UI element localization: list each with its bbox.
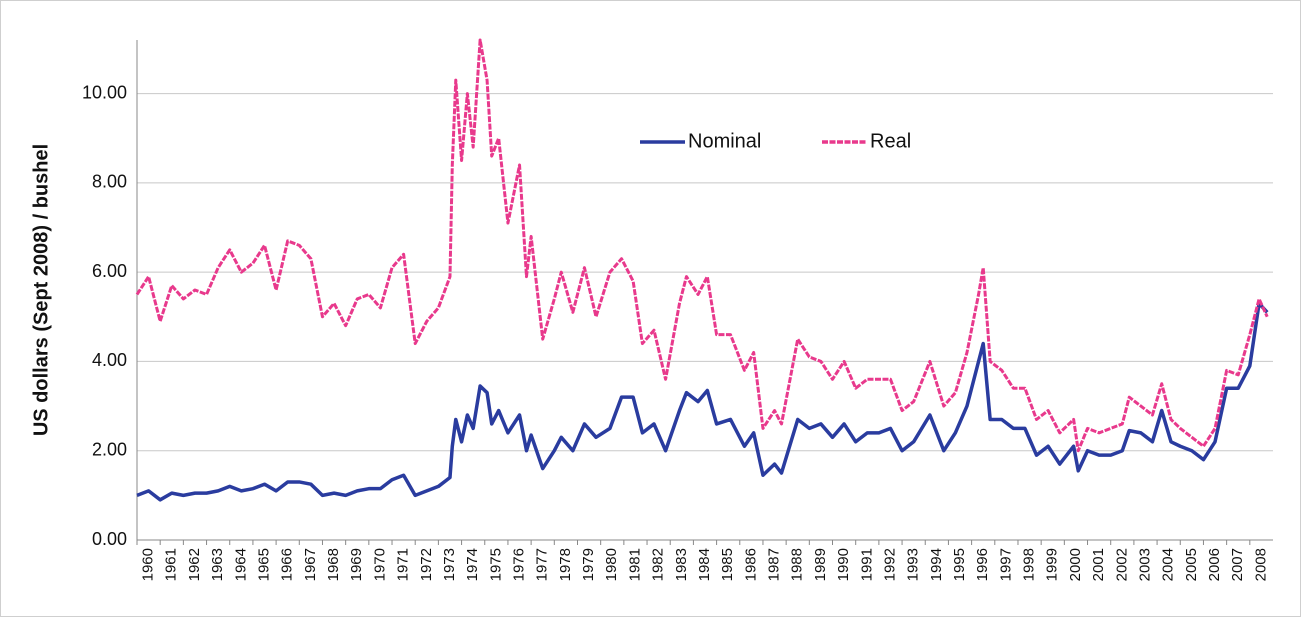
x-tick-label: 1961: [163, 548, 180, 581]
x-tick-label: 1962: [186, 548, 203, 581]
y-tick-label: 2.00: [92, 439, 127, 459]
x-tick-label: 1979: [580, 548, 597, 581]
x-tick-label: 2001: [1090, 548, 1107, 581]
x-tick-label: 1987: [766, 548, 783, 581]
x-tick-label: 1993: [905, 548, 922, 581]
x-tick-label: 1986: [742, 548, 759, 581]
x-tick-label: 1988: [789, 548, 806, 581]
legend-label: Nominal: [688, 130, 761, 152]
x-tick-label: 1981: [626, 548, 643, 581]
x-tick-label: 1967: [302, 548, 319, 581]
x-tick-label: 1974: [464, 548, 481, 581]
x-tick-label: 1969: [348, 548, 365, 581]
x-tick-label: 2005: [1183, 548, 1200, 581]
x-tick-label: 1970: [371, 548, 388, 581]
x-tick-label: 1989: [812, 548, 829, 581]
x-tick-label: 1998: [1021, 548, 1038, 581]
x-tick-label: 2000: [1067, 548, 1084, 581]
x-tick-label: 1985: [719, 548, 736, 581]
x-tick-label: 1984: [696, 548, 713, 581]
x-tick-label: 1976: [510, 548, 527, 581]
x-tick-label: 1997: [997, 548, 1014, 581]
x-tick-label: 2002: [1113, 548, 1130, 581]
x-tick-label: 1992: [881, 548, 898, 581]
y-tick-label: 4.00: [92, 350, 127, 370]
x-tick-label: 1990: [835, 548, 852, 581]
x-tick-label: 1980: [603, 548, 620, 581]
legend-label: Real: [870, 130, 911, 152]
x-tick-label: 1999: [1044, 548, 1061, 581]
x-tick-label: 2008: [1252, 548, 1269, 581]
x-tick-label: 1963: [209, 548, 226, 581]
x-tick-label: 1960: [140, 548, 157, 581]
x-tick-label: 1975: [487, 548, 504, 581]
x-tick-label: 1971: [395, 548, 412, 581]
x-tick-label: 2006: [1206, 548, 1223, 581]
x-tick-label: 1982: [650, 548, 667, 581]
line-series: [136, 301, 1269, 502]
x-tick-label: 1968: [325, 548, 342, 581]
x-tick-label: 1964: [232, 548, 249, 581]
line-series: [135, 38, 1269, 453]
x-tick-label: 1991: [858, 548, 875, 581]
x-tick-label: 1978: [557, 548, 574, 581]
y-tick-label: 6.00: [92, 261, 127, 281]
x-tick-label: 1977: [534, 548, 551, 581]
y-tick-label: 8.00: [92, 172, 127, 192]
x-tick-label: 1994: [928, 548, 945, 581]
x-tick-label: 1966: [279, 548, 296, 581]
x-tick-label: 1995: [951, 548, 968, 581]
x-tick-label: 2004: [1160, 548, 1177, 581]
y-tick-label: 0.00: [92, 529, 127, 549]
x-tick-label: 1972: [418, 548, 435, 581]
y-axis-title: US dollars (Sept 2008) / bushel: [30, 144, 52, 436]
y-tick-label: 10.00: [82, 82, 127, 102]
x-tick-label: 1983: [673, 548, 690, 581]
x-tick-label: 1973: [441, 548, 458, 581]
x-tick-label: 1965: [255, 548, 272, 581]
x-tick-label: 2003: [1136, 548, 1153, 581]
x-tick-label: 2007: [1229, 548, 1246, 581]
x-tick-label: 1996: [974, 548, 991, 581]
